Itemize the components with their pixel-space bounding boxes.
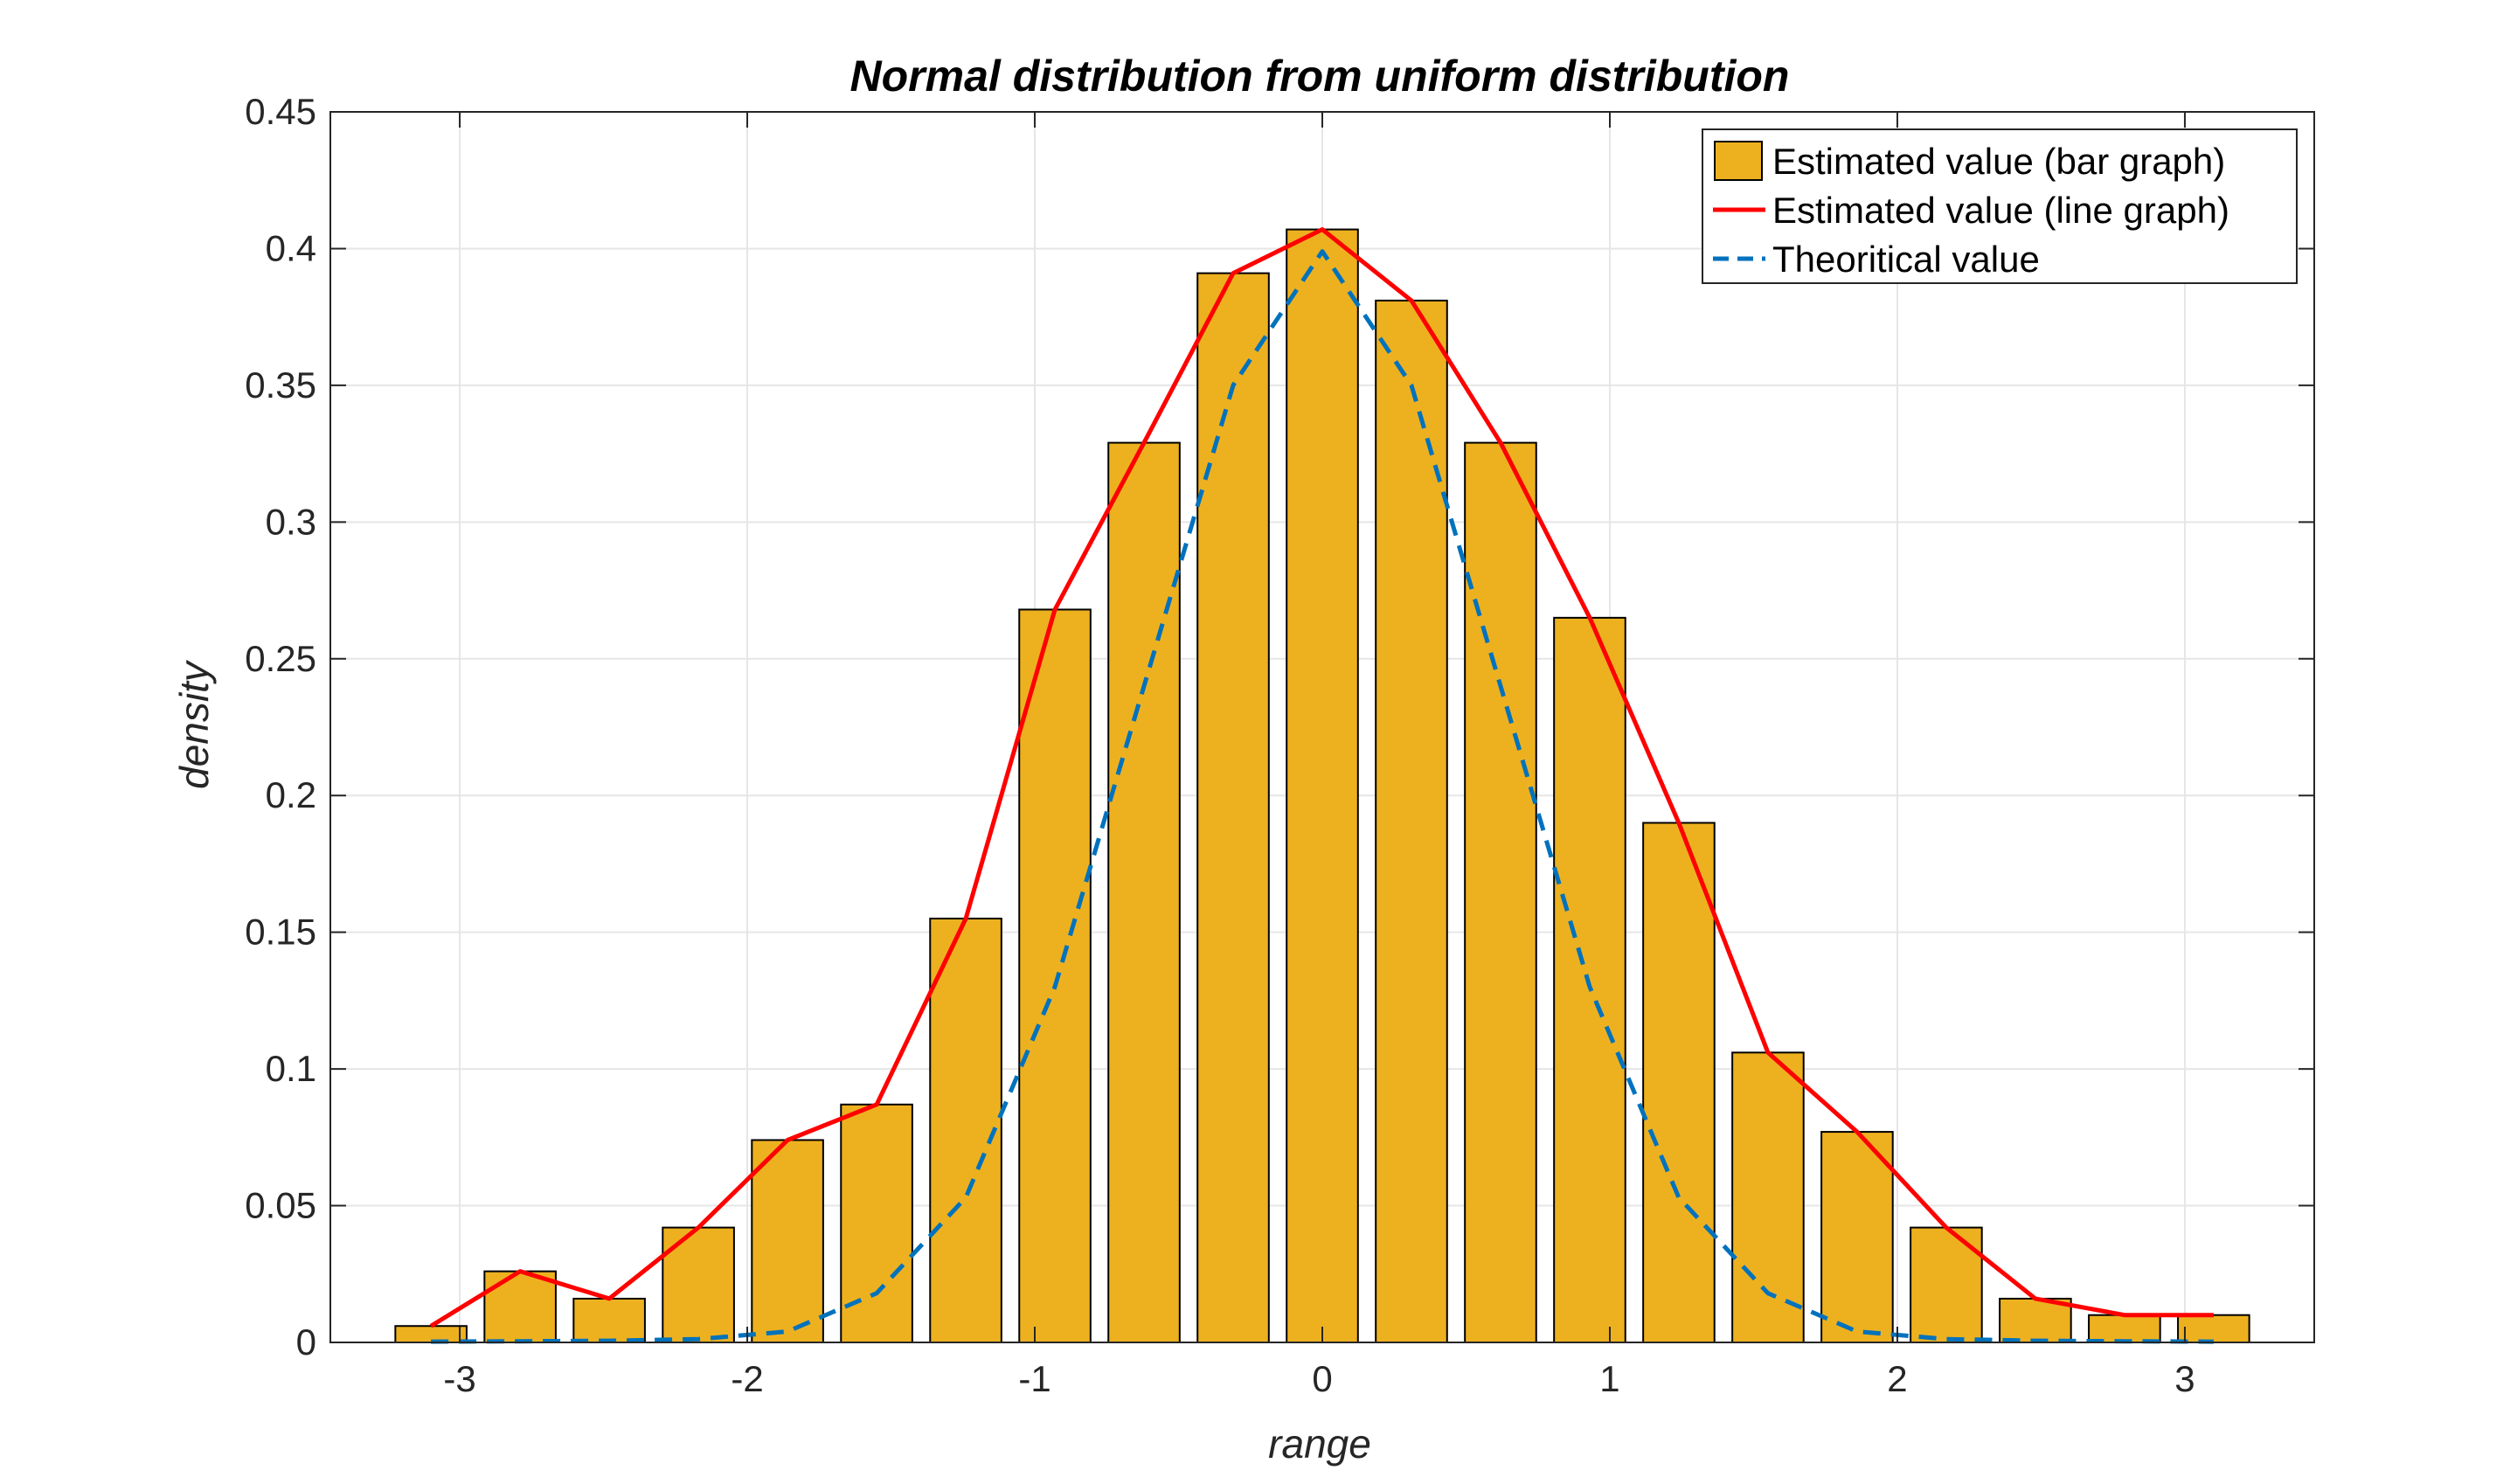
legend: Estimated value (bar graph) Estimated val… [1702, 128, 2298, 284]
x-tick-label: 1 [1599, 1358, 1619, 1399]
bar [572, 1297, 646, 1343]
tick-labels: -3 -2 -1 0 1 2 3 0 0.05 0.1 0.15 0.2 0.25 0.3 0.35 0.4 0… [245, 91, 2195, 1399]
y-tick-label: 0 [296, 1321, 316, 1363]
legend-entry-label: Estimated value (line graph) [1772, 190, 2229, 231]
chart-title: Normal distribution from uniform distrib… [850, 52, 1790, 101]
x-tick-label: -2 [731, 1358, 763, 1399]
y-tick-label: 0.15 [245, 912, 316, 953]
legend-swatch-bar [1714, 141, 1763, 181]
bar [483, 1270, 557, 1344]
y-tick-label: 0.2 [266, 774, 316, 815]
bar [929, 918, 1002, 1343]
y-tick-label: 0.3 [266, 501, 316, 542]
bar [1375, 299, 1448, 1344]
bar [1464, 441, 1537, 1343]
estimated-line [429, 227, 2214, 1328]
x-tick-label: -3 [443, 1358, 475, 1399]
bar [2177, 1314, 2250, 1343]
x-tick-label: 3 [2174, 1358, 2195, 1399]
y-tick-label: 0.45 [245, 91, 316, 132]
line-series [429, 227, 2214, 1344]
bar [1107, 441, 1181, 1343]
legend-entry-label: Theoritical value [1772, 239, 2040, 280]
legend-box [1702, 128, 2298, 284]
y-tick-label: 0.1 [266, 1048, 316, 1089]
x-tick-label: 0 [1312, 1358, 1332, 1399]
y-tick-label: 0.25 [245, 638, 316, 679]
axes [329, 111, 2315, 1343]
bar [1731, 1051, 1805, 1343]
y-axis-label: density [171, 659, 217, 789]
bar [1642, 822, 1716, 1343]
theoretical-line [431, 249, 2214, 1344]
bar [751, 1139, 824, 1344]
bar [1286, 228, 1359, 1343]
y-tick-label: 0.4 [266, 227, 316, 268]
legend-entry-label: Estimated value (bar graph) [1772, 141, 2225, 182]
bar [1196, 272, 1270, 1343]
y-tick-label: 0.35 [245, 364, 316, 406]
bar [840, 1103, 913, 1343]
y-tick-label: 0.05 [245, 1185, 316, 1226]
x-axis-label: range [1268, 1421, 1371, 1467]
x-tick-label: -1 [1018, 1358, 1050, 1399]
x-tick-label: 2 [1887, 1358, 1907, 1399]
bar [2088, 1314, 2161, 1343]
bar [1820, 1131, 1894, 1343]
bar [1018, 608, 1092, 1343]
